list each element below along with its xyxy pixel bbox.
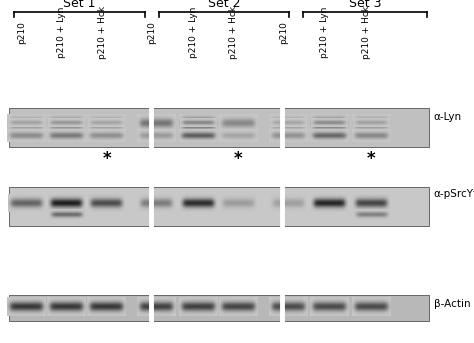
Text: p210 + Lyn: p210 + Lyn <box>320 7 329 58</box>
Text: β-Actin: β-Actin <box>434 298 470 309</box>
Text: p210: p210 <box>147 21 156 44</box>
Text: p210: p210 <box>279 21 288 44</box>
Text: p210 + Hck: p210 + Hck <box>362 6 371 59</box>
Text: α-Lyn: α-Lyn <box>434 111 462 122</box>
Text: p210 + Hck: p210 + Hck <box>98 6 107 59</box>
Bar <box>9 108 429 147</box>
Text: Set 3: Set 3 <box>349 0 381 10</box>
Text: Set 1: Set 1 <box>63 0 96 10</box>
Text: *: * <box>102 151 111 168</box>
Text: p210 + Lyn: p210 + Lyn <box>57 7 66 58</box>
Text: Set 2: Set 2 <box>208 0 240 10</box>
Text: p210 + Lyn: p210 + Lyn <box>189 7 198 58</box>
Text: p210: p210 <box>17 21 26 44</box>
Text: *: * <box>367 151 375 168</box>
Text: *: * <box>234 151 243 168</box>
Bar <box>9 295 429 321</box>
Text: p210 + Hck: p210 + Hck <box>229 6 238 59</box>
Text: α-pSrcY⁴¹⁶: α-pSrcY⁴¹⁶ <box>434 189 474 199</box>
Bar <box>9 187 429 226</box>
